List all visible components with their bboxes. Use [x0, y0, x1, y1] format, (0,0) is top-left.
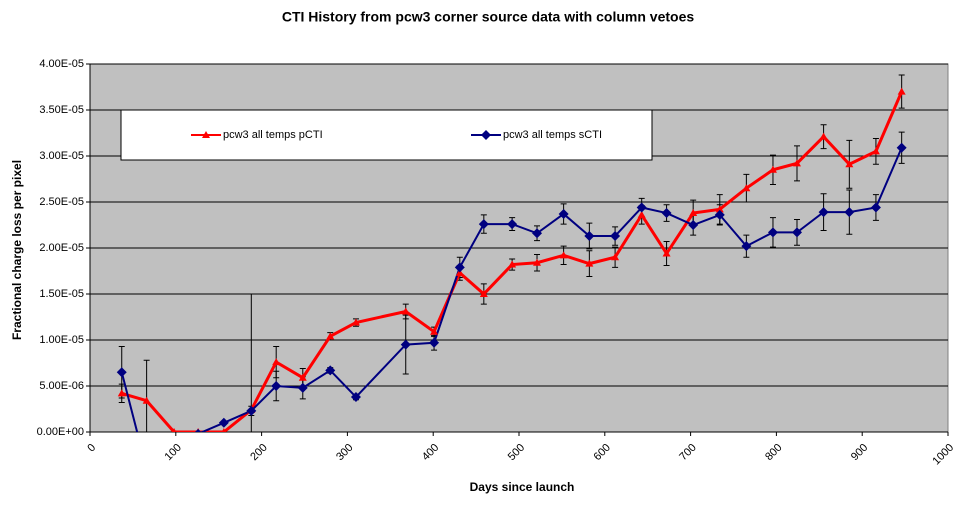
marker: [637, 210, 646, 218]
marker: [662, 249, 671, 257]
x-tick-label: 800: [763, 442, 784, 463]
marker: [401, 307, 410, 315]
marker: [455, 268, 464, 276]
legend-marker: [202, 131, 210, 138]
marker: [429, 337, 440, 348]
marker: [585, 259, 594, 267]
marker: [870, 202, 881, 213]
marker: [400, 339, 411, 350]
marker: [819, 132, 828, 140]
x-tick-label: 900: [849, 442, 870, 463]
marker: [454, 262, 465, 273]
chart-title: CTI History from pcw3 corner source data…: [282, 9, 695, 25]
y-tick-label: 2.00E-05: [39, 242, 84, 254]
y-axis-title: Fractional charge loss per pixel: [10, 160, 24, 340]
marker: [610, 231, 621, 242]
marker: [584, 231, 595, 242]
x-tick-label: 700: [677, 442, 698, 463]
marker: [271, 381, 282, 391]
marker: [689, 209, 698, 217]
x-tick-label: 600: [592, 442, 613, 463]
y-tick-label: 2.50E-05: [39, 196, 84, 208]
marker: [768, 165, 777, 173]
marker: [715, 205, 724, 213]
marker: [661, 208, 672, 219]
marker: [741, 241, 752, 252]
marker: [142, 396, 151, 404]
marker: [297, 382, 308, 393]
marker: [791, 227, 802, 238]
marker: [117, 389, 126, 397]
marker: [326, 332, 335, 340]
y-tick-label: 4.00E-05: [39, 58, 84, 70]
marker: [246, 405, 257, 416]
marker: [351, 318, 360, 326]
marker: [871, 147, 880, 155]
marker: [479, 290, 488, 297]
y-tick-label: 1.50E-05: [39, 288, 84, 300]
marker: [688, 220, 699, 230]
marker: [792, 159, 801, 167]
x-tick-label: 200: [248, 442, 269, 463]
marker: [325, 365, 336, 376]
marker: [142, 464, 152, 474]
marker: [116, 367, 127, 378]
legend-marker: [481, 130, 491, 140]
y-tick-label: 3.00E-05: [39, 150, 84, 162]
marker: [218, 417, 229, 428]
x-tick-label: 500: [506, 442, 527, 463]
marker: [478, 219, 489, 230]
marker: [897, 87, 906, 95]
marker: [194, 428, 202, 432]
x-tick-label: 300: [334, 442, 355, 463]
marker: [533, 258, 542, 266]
y-tick-label: 5.00E-06: [39, 380, 84, 392]
x-tick-label: 0: [85, 442, 98, 455]
marker: [559, 251, 568, 259]
marker: [272, 358, 281, 366]
marker: [507, 219, 518, 230]
y-tick-label: 0.00E+00: [37, 426, 84, 438]
legend-label: pcw3 all temps pCTI: [223, 129, 323, 141]
marker: [767, 227, 778, 238]
marker: [298, 373, 307, 381]
marker: [844, 207, 855, 218]
marker: [350, 392, 361, 403]
marker: [742, 184, 751, 192]
marker: [508, 260, 517, 268]
x-tick-label: 100: [163, 442, 184, 463]
x-axis-title: Days since launch: [470, 480, 575, 494]
legend-label: pcw3 all temps sCTI: [503, 129, 602, 141]
x-tick-label: 1000: [930, 442, 955, 468]
marker: [171, 428, 177, 432]
marker: [611, 253, 620, 261]
marker: [845, 160, 854, 168]
marker: [636, 202, 647, 213]
y-tick-label: 1.00E-05: [39, 334, 84, 346]
marker: [714, 209, 725, 220]
marker: [896, 142, 907, 153]
y-tick-label: 3.50E-05: [39, 104, 84, 116]
x-tick-label: 400: [420, 442, 441, 463]
marker: [532, 228, 543, 239]
marker: [818, 207, 829, 218]
marker: [558, 208, 569, 219]
marker: [221, 428, 227, 432]
marker: [169, 464, 179, 474]
marker: [430, 327, 439, 335]
series-layer: [116, 74, 907, 474]
